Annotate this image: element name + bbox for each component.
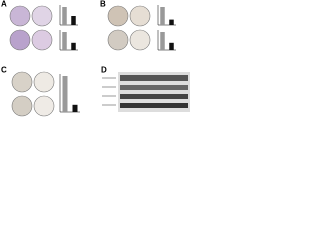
bar xyxy=(160,7,165,25)
figure: A B C D xyxy=(1,0,190,117)
dishes-c xyxy=(11,71,55,117)
panel-label: A xyxy=(1,0,7,9)
bar xyxy=(62,7,67,25)
dishes-b xyxy=(107,5,151,51)
western-blot xyxy=(102,72,190,112)
bar xyxy=(62,32,67,50)
panel-label: D xyxy=(101,66,107,75)
bar xyxy=(72,104,78,112)
panel-label: B xyxy=(100,0,106,9)
bar xyxy=(62,76,68,112)
panel-label: C xyxy=(1,66,7,75)
bar xyxy=(169,19,174,25)
bar xyxy=(71,42,76,50)
bar xyxy=(160,32,165,50)
bar xyxy=(71,16,76,25)
bar xyxy=(169,42,174,50)
dishes-a xyxy=(9,5,53,51)
